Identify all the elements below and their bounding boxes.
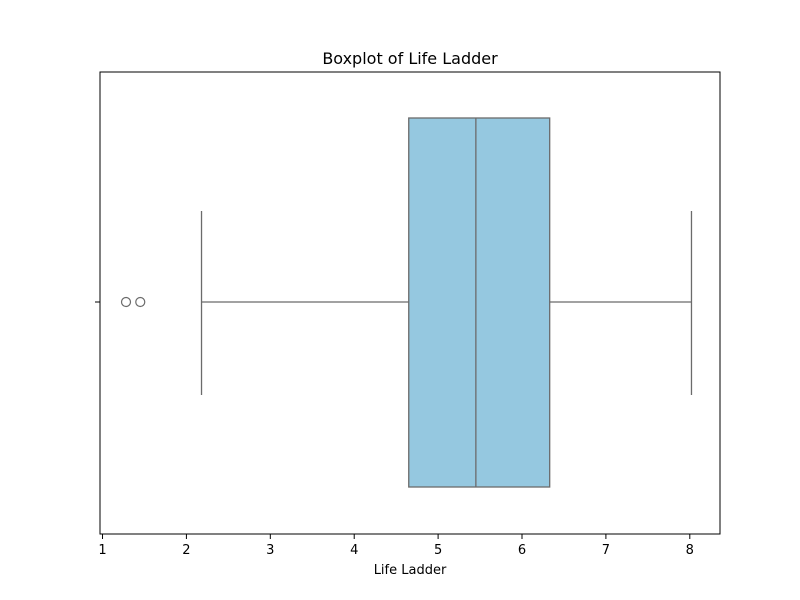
x-tick-label: 3 <box>266 543 274 558</box>
x-tick-label: 6 <box>518 543 526 558</box>
x-tick-label: 7 <box>602 543 610 558</box>
x-tick-label: 4 <box>350 543 358 558</box>
outlier-point <box>120 296 132 308</box>
chart-title: Boxplot of Life Ladder <box>322 49 498 68</box>
x-tick-label: 2 <box>182 543 190 558</box>
plot-area <box>99 71 721 535</box>
plot-frame <box>99 71 721 535</box>
x-tick-label: 5 <box>434 543 442 558</box>
outlier-point <box>135 296 146 308</box>
x-axis-ticks: 1 2 3 4 5 6 7 8 <box>95 301 694 558</box>
x-tick-label: 1 <box>98 543 106 558</box>
x-tick-label: 8 <box>686 543 694 558</box>
iqr-box <box>408 117 551 488</box>
x-axis-label: Life Ladder <box>374 563 447 578</box>
